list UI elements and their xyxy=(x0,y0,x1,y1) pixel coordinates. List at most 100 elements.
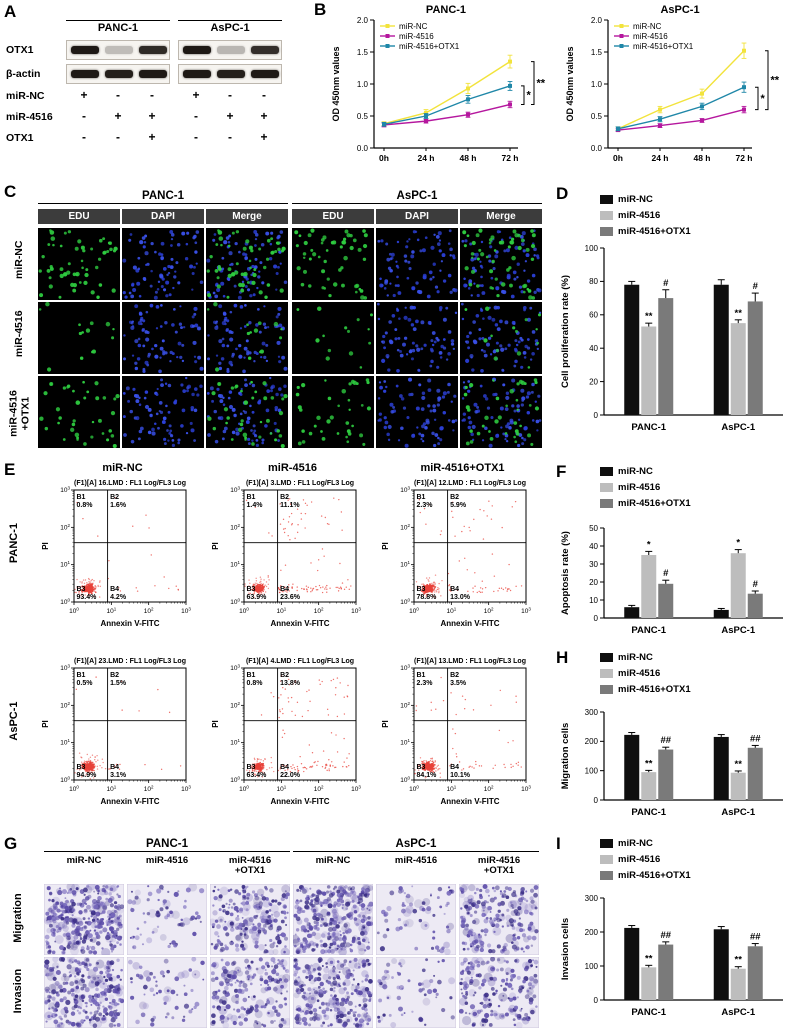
condition-row-label: miR-4516 +OTX1 xyxy=(7,390,31,437)
legend-item: miR-NC xyxy=(600,838,691,849)
flow-plot-title: (F1)[A] 13.LMD : FL1 Log/FL3 Log xyxy=(414,658,526,665)
fluorescence-image xyxy=(292,302,374,374)
blot-band xyxy=(251,70,279,78)
svg-text:100: 100 xyxy=(60,598,70,607)
cell-line-header: AsPC-1 xyxy=(292,190,542,204)
svg-text:30: 30 xyxy=(589,560,598,569)
quad-name: B1 xyxy=(247,672,256,679)
y-axis-label: OD 450nm values xyxy=(331,46,341,121)
condition-symbol: - xyxy=(116,88,120,102)
bar xyxy=(624,734,640,800)
bar xyxy=(747,946,763,1000)
svg-text:100: 100 xyxy=(400,598,410,607)
svg-text:103: 103 xyxy=(60,486,70,495)
condition-symbol: + xyxy=(226,109,234,123)
svg-text:103: 103 xyxy=(230,664,240,673)
svg-text:0: 0 xyxy=(594,411,599,420)
fluorescence-image xyxy=(122,302,204,374)
svg-text:101: 101 xyxy=(276,607,286,616)
quad-pct: 94.9% xyxy=(77,772,98,779)
quad-name: B1 xyxy=(417,672,426,679)
quad-name: B3 xyxy=(417,764,426,771)
svg-text:102: 102 xyxy=(60,701,70,710)
blot-film xyxy=(66,64,170,84)
svg-text:101: 101 xyxy=(106,785,116,794)
svg-text:102: 102 xyxy=(314,785,324,794)
legend-label: miR-4516 xyxy=(618,854,661,865)
condition-col-header: miR-4516 xyxy=(145,855,189,866)
quad-name: B4 xyxy=(450,764,459,771)
flow-y-label: PI xyxy=(41,542,50,550)
condition-symbol: + xyxy=(260,130,268,144)
legend-swatch xyxy=(600,227,613,236)
legend-item: miR-4516+OTX1 xyxy=(600,684,691,695)
quad-name: B4 xyxy=(110,586,119,593)
quad-name: B3 xyxy=(247,764,256,771)
panel-e-label: E xyxy=(4,460,16,479)
significance-label: ** xyxy=(645,311,653,322)
legend-item: miR-NC xyxy=(600,466,691,477)
flow-col-header: miR-NC xyxy=(102,462,143,474)
migration-bar-chart: 0 100 200 300 Migration cells ** ## PANC-1 ** ## A… xyxy=(560,708,783,818)
panel-a-label: A xyxy=(4,2,17,21)
quad-name: B3 xyxy=(77,586,86,593)
svg-text:0: 0 xyxy=(594,614,599,623)
panel-transwell-images: G PANC-1 AsPC-1 miR-NC miR-4516 miR-4516 +OT… xyxy=(4,834,554,1031)
legend-swatch xyxy=(600,211,613,220)
transwell-image xyxy=(459,884,539,955)
fluorescence-image xyxy=(292,376,374,448)
svg-text:103: 103 xyxy=(400,664,410,673)
svg-text:40: 40 xyxy=(589,344,598,353)
legend-label: miR-NC xyxy=(618,652,653,663)
legend-label: miR-NC xyxy=(399,22,428,31)
bar xyxy=(713,929,729,1000)
significance-label: * xyxy=(736,538,740,549)
panel-f-label: F xyxy=(556,462,567,481)
significance-label: * xyxy=(527,90,532,102)
transwell-image xyxy=(44,957,124,1028)
legend-label: miR-4516+OTX1 xyxy=(399,42,460,51)
svg-text:1.5: 1.5 xyxy=(591,48,603,57)
bar xyxy=(747,747,763,800)
significance-label: # xyxy=(663,278,669,289)
svg-text:48 h: 48 h xyxy=(459,153,476,163)
fluorescence-image xyxy=(460,302,542,374)
svg-text:50: 50 xyxy=(589,524,598,533)
svg-text:10: 10 xyxy=(589,596,598,605)
apoptosis-bar-chart: 0 10 20 30 40 50 Apoptosis rate (%) * # PANC-1 * # A… xyxy=(560,524,783,636)
svg-text:101: 101 xyxy=(230,738,240,747)
panel-d-label: D xyxy=(556,184,569,203)
blot-band xyxy=(183,70,211,78)
panel-invasion-chart: I miR-NC miR-4516 miR-4516+OTX1 0 100 200 300… xyxy=(556,834,791,1031)
svg-text:0.0: 0.0 xyxy=(357,144,369,153)
quad-pct: 93.4% xyxy=(77,594,98,601)
panel-migration-chart: H miR-NC miR-4516 miR-4516+OTX1 0 100 200 300… xyxy=(556,648,791,832)
svg-text:103: 103 xyxy=(521,607,531,616)
flow-plot-grid: miR-NC miR-4516 miR-4516+OTX1 PANC-1 AsPC-1 (… xyxy=(4,460,554,832)
significance-label: ## xyxy=(660,930,671,941)
legend-label: miR-NC xyxy=(618,838,653,849)
edu-image-grid: PANC-1 AsPC-1 EDU DAPI Merge EDU DAPI Merge miR-… xyxy=(4,182,554,458)
condition-symbol: - xyxy=(194,109,198,123)
stain-header: DAPI xyxy=(122,209,204,224)
svg-text:1.5: 1.5 xyxy=(357,48,369,57)
bar xyxy=(641,555,657,618)
svg-text:102: 102 xyxy=(144,607,154,616)
bar xyxy=(658,298,674,415)
significance-label: ## xyxy=(750,733,761,744)
bar xyxy=(713,609,729,618)
quad-pct: 4.2% xyxy=(110,594,127,601)
chart-title: AsPC-1 xyxy=(660,4,699,16)
legend-swatch xyxy=(600,653,613,662)
blot-row-label: OTX1 xyxy=(6,44,34,56)
svg-text:101: 101 xyxy=(446,785,456,794)
svg-text:24 h: 24 h xyxy=(417,153,434,163)
legend-item: miR-4516+OTX1 xyxy=(600,226,691,237)
svg-text:101: 101 xyxy=(400,560,410,569)
transwell-image-grid: PANC-1 AsPC-1 miR-NC miR-4516 miR-4516 +OTX1… xyxy=(4,834,554,1031)
svg-text:102: 102 xyxy=(230,701,240,710)
legend-swatch xyxy=(600,483,613,492)
quad-pct: 2.3% xyxy=(417,680,434,687)
